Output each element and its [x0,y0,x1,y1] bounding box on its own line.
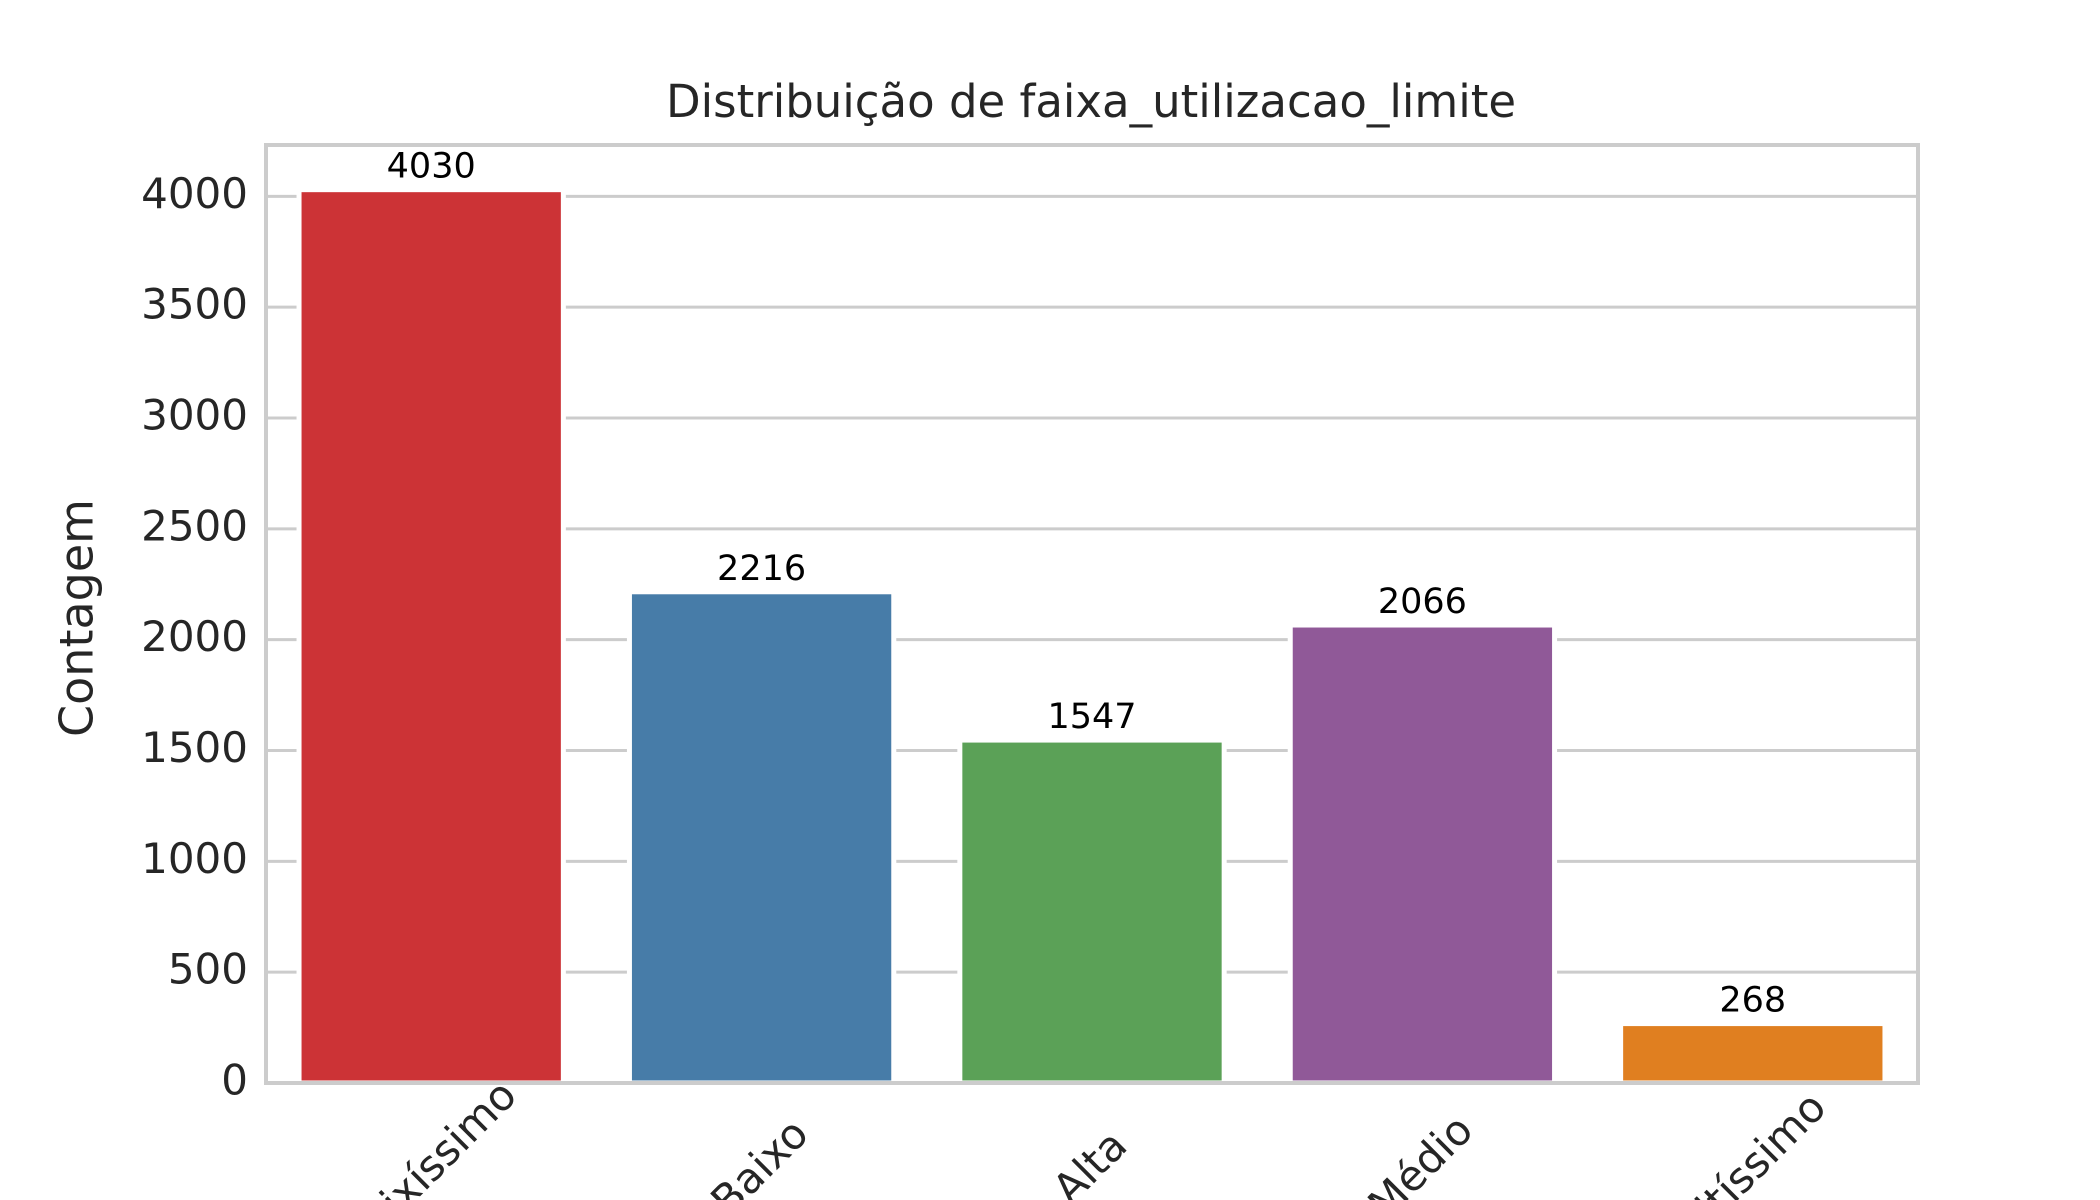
value-label: 2216 [717,549,806,589]
y-tick-label: 3500 [141,280,248,329]
x-tick-label: Médio [1358,1105,1482,1200]
bar [1618,1021,1888,1086]
x-tick-label: Baixíssimo [332,1070,526,1200]
y-tick-label: 500 [168,945,248,994]
bar [957,737,1227,1086]
y-tick-label: 2500 [141,501,248,550]
bar [1287,622,1558,1086]
value-label: 4030 [387,147,476,187]
value-label: 2066 [1378,582,1467,622]
plot-frame [264,143,1920,1085]
y-tick-label: 1000 [141,834,248,883]
chart-title: Distribuição de faixa_utilizacao_limite [666,75,1516,128]
y-tick-label: 0 [221,1056,248,1105]
bar [626,589,897,1086]
value-label: 268 [1719,981,1786,1021]
y-tick-label: 2000 [141,612,248,661]
x-tick-label: Altíssimo [1666,1082,1835,1200]
value-label: 1547 [1047,697,1136,737]
bar [296,187,566,1086]
y-axis-label: Contagem [50,499,104,737]
x-tick-label: Baixo [701,1109,817,1200]
x-tick-label: Alta [1043,1120,1136,1200]
y-tick-label: 4000 [141,169,248,218]
y-tick-label: 3000 [141,390,248,439]
y-tick-label: 1500 [141,723,248,772]
